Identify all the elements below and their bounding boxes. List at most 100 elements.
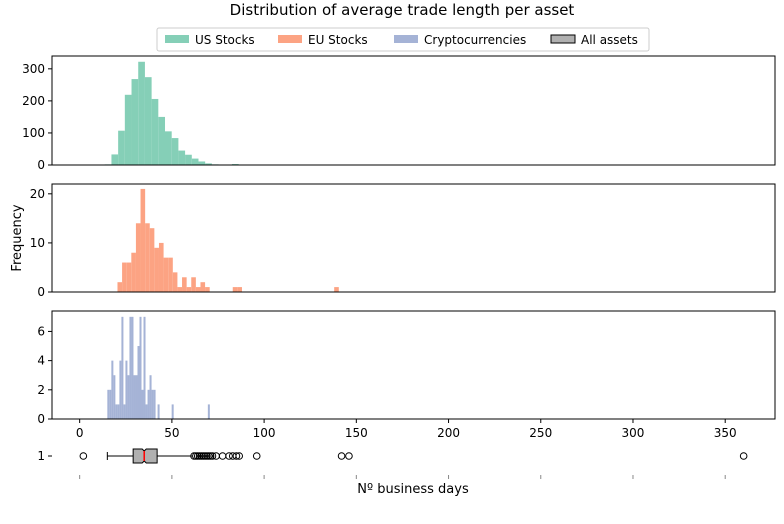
histogram-bar (115, 404, 118, 419)
outlier-point (345, 452, 353, 460)
x-tick-label: 0 (76, 426, 84, 440)
histogram-bar (198, 161, 206, 165)
histogram-bar (133, 375, 136, 419)
boxplot: 1 (37, 448, 748, 479)
outlier-point (235, 452, 244, 460)
histogram-bar (126, 262, 132, 292)
histogram-bar (118, 130, 125, 165)
legend-swatch-3 (550, 34, 576, 44)
histogram-bar (131, 252, 136, 292)
histogram-bar (205, 163, 212, 165)
histogram-bar (151, 389, 154, 419)
histogram-bar (109, 389, 112, 419)
x-tick-label: 150 (345, 426, 368, 440)
histogram-bar (158, 116, 166, 165)
histogram-bar (111, 360, 114, 419)
histogram-bar (182, 277, 187, 292)
histogram-bar (123, 404, 126, 419)
histogram-bar (191, 158, 199, 165)
histogram-bar (207, 404, 210, 419)
histogram-bar (171, 138, 179, 165)
legend-label-0: US Stocks (195, 33, 255, 47)
histogram-bar (172, 272, 178, 292)
histogram-bar (168, 257, 173, 292)
y-tick-label: 2 (37, 383, 45, 397)
outlier-point (739, 452, 748, 460)
histogram-bar (177, 287, 183, 292)
x-tick-label: 100 (253, 426, 276, 440)
box-y-tick-label: 1 (37, 449, 45, 463)
outlier-point (79, 452, 88, 460)
histogram-bar (151, 98, 159, 165)
legend: US Stocks EU Stocks Cryptocurrencies All as… (156, 27, 650, 52)
histogram-bar (129, 316, 132, 419)
y-tick-label: 10 (30, 236, 45, 250)
histogram-bar (107, 389, 110, 419)
histogram-bar (157, 404, 160, 419)
histogram-bar (163, 257, 169, 292)
axes-frame (51, 310, 776, 420)
histogram-bar (127, 375, 130, 419)
histogram-bar (145, 223, 150, 292)
histogram-bar (191, 277, 196, 292)
legend-label-1: EU Stocks (308, 33, 368, 47)
axes-frame (51, 183, 776, 293)
y-tick-label: 0 (37, 412, 45, 426)
x-tick-label: 50 (164, 426, 179, 440)
histogram-bar (124, 94, 132, 165)
histogram-bar (131, 316, 134, 419)
histogram-1: 0 10 20 (30, 183, 776, 299)
histogram-bar (111, 154, 119, 165)
histogram-bar (117, 404, 120, 419)
histogram-2: 0 2 4 6 0 50 100 150 200 250 300 350 (37, 310, 776, 440)
outlier-point (252, 452, 261, 460)
histogram-bar (138, 61, 145, 166)
histogram-bar (149, 375, 152, 419)
histogram-bar (139, 316, 142, 419)
histogram-bar (147, 389, 150, 419)
histogram-bar (334, 287, 339, 292)
y-axis-label: Frequency (10, 204, 25, 271)
histogram-bar (186, 287, 192, 292)
histogram-bar (119, 360, 122, 419)
histogram-bar (158, 242, 164, 292)
histogram-bar (185, 154, 192, 165)
histogram-bar (144, 77, 152, 165)
x-tick-label: 250 (529, 426, 552, 440)
histogram-bar (165, 131, 172, 165)
outlier-point (232, 452, 241, 460)
histogram-bar (125, 360, 128, 419)
histogram-bar (178, 150, 186, 165)
histogram-bar (122, 262, 127, 292)
histogram-0: 0 100 200 300 (22, 55, 776, 172)
histogram-bar (135, 375, 138, 419)
y-tick-label: 0 (37, 158, 45, 172)
x-axis-label: Nº business days (357, 482, 469, 497)
legend-label-3: All assets (581, 33, 638, 47)
y-tick-label: 300 (22, 62, 45, 76)
legend-label-2: Cryptocurrencies (424, 33, 526, 47)
y-tick-label: 100 (22, 126, 45, 140)
histogram-bar (145, 404, 148, 419)
x-tick-label: 300 (622, 426, 645, 440)
y-tick-label: 6 (37, 324, 45, 338)
histogram-bar (237, 287, 242, 292)
legend-swatch-1 (278, 35, 302, 43)
histogram-bar (171, 404, 174, 419)
y-tick-label: 4 (37, 354, 45, 368)
outlier-point (225, 452, 233, 460)
legend-swatch-2 (394, 35, 418, 43)
histogram-bar (149, 228, 155, 292)
histogram-bar (195, 287, 201, 292)
histogram-bar (141, 389, 144, 419)
y-tick-label: 20 (30, 187, 45, 201)
histogram-bar (143, 316, 146, 419)
histogram-bar (121, 316, 124, 419)
histogram-bar (232, 287, 238, 292)
histogram-bar (117, 282, 123, 292)
outlier-point (218, 452, 227, 460)
y-tick-label: 200 (22, 94, 45, 108)
y-tick-label: 0 (37, 285, 45, 299)
histogram-bar (140, 188, 146, 292)
